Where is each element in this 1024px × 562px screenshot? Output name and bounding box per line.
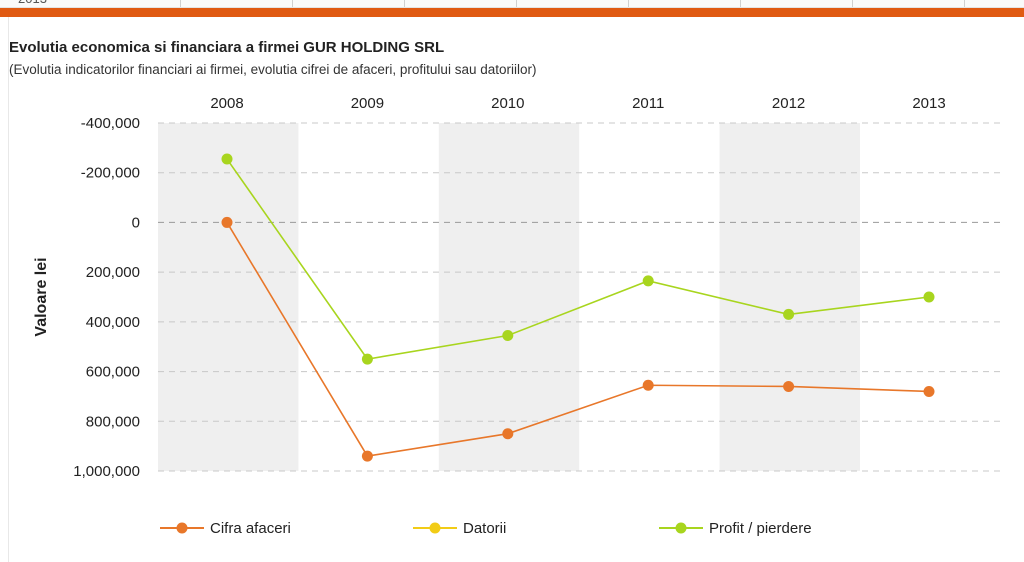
- y-tick-label: 1,000,000: [73, 463, 140, 480]
- chart-title: Evolutia economica si financiara a firme…: [9, 39, 445, 56]
- data-point: [923, 291, 935, 303]
- series-lines: [226, 158, 930, 457]
- legend-marker: [176, 522, 188, 534]
- y-tick-label: 200,000: [86, 264, 140, 281]
- table-cell-divider: [852, 0, 853, 7]
- table-cell-divider: [740, 0, 741, 7]
- data-point: [923, 385, 935, 397]
- table-cell-divider: [964, 0, 965, 7]
- legend-marker: [675, 522, 687, 534]
- data-point: [783, 380, 795, 392]
- series-points: [221, 153, 935, 462]
- y-axis-label: Valoare lei: [33, 257, 50, 336]
- table-cell-divider: [180, 0, 181, 7]
- y-tick-label: 600,000: [86, 364, 140, 381]
- data-point: [502, 428, 514, 440]
- previous-row-year: 2013: [18, 0, 47, 6]
- series-line: [226, 158, 930, 361]
- y-tick-label: 800,000: [86, 413, 140, 430]
- legend-item[interactable]: Cifra afaceri: [160, 520, 291, 537]
- x-tick-labels: 2008 2009 2010 2011 2012 2013: [210, 95, 945, 112]
- category-band: [438, 123, 580, 471]
- previous-table-row: 2013: [0, 0, 1024, 8]
- y-tick-label: 400,000: [86, 314, 140, 331]
- data-point: [361, 353, 373, 365]
- x-tick-label: 2008: [210, 95, 243, 112]
- data-point: [783, 308, 795, 320]
- category-band: [158, 123, 299, 471]
- legend-item[interactable]: Profit / pierdere: [659, 520, 812, 537]
- y-tick-labels: -400,000 -200,000 0 200,000 400,000 600,000 80…: [73, 115, 140, 480]
- data-point: [361, 450, 373, 462]
- legend-label: Datorii: [463, 520, 506, 537]
- x-tick-label: 2011: [632, 95, 664, 112]
- legend-label: Profit / pierdere: [709, 520, 812, 537]
- section-header-bar: [0, 8, 1024, 17]
- data-point: [221, 153, 233, 165]
- y-tick-label: -200,000: [81, 165, 140, 182]
- legend-label: Cifra afaceri: [210, 520, 291, 537]
- data-point: [642, 275, 654, 287]
- legend-item[interactable]: Datorii: [413, 520, 506, 537]
- x-tick-label: 2009: [351, 95, 384, 112]
- data-point: [502, 330, 514, 342]
- table-cell-divider: [516, 0, 517, 7]
- series-line: [226, 222, 930, 457]
- data-point: [642, 379, 654, 391]
- chart-subtitle: (Evolutia indicatorilor financiari ai fi…: [9, 62, 537, 77]
- gridlines: [158, 122, 1000, 472]
- category-band: [719, 123, 860, 471]
- table-cell-divider: [292, 0, 293, 7]
- alternating-bands: [158, 123, 860, 471]
- data-point: [221, 216, 233, 228]
- x-tick-label: 2013: [912, 95, 945, 112]
- table-cell-divider: [404, 0, 405, 7]
- x-tick-label: 2010: [491, 95, 524, 112]
- x-tick-label: 2012: [772, 95, 805, 112]
- y-tick-label: -400,000: [81, 115, 140, 132]
- panel-left-border: [8, 17, 9, 562]
- table-cell-divider: [628, 0, 629, 7]
- legend-marker: [429, 522, 441, 534]
- legend: Cifra afaceri Datorii Profit / pierdere: [160, 520, 812, 537]
- y-tick-label: 0: [132, 214, 140, 231]
